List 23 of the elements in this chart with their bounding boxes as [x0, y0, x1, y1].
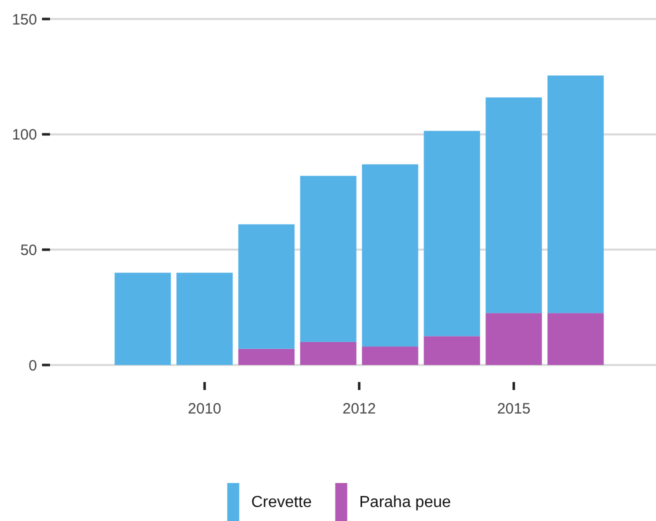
bar — [424, 336, 480, 365]
x-tick-label: 2012 — [342, 400, 376, 418]
bar — [424, 130, 480, 336]
bar — [300, 342, 356, 365]
y-tick-label: 150 — [12, 11, 37, 28]
x-tick-label: 2015 — [497, 400, 530, 418]
legend-label: Crevette — [251, 494, 312, 511]
y-tick-label: 50 — [20, 242, 37, 259]
bar — [547, 313, 604, 365]
bar — [486, 97, 542, 314]
bar — [362, 346, 418, 365]
y-tick-label: 0 — [28, 357, 37, 374]
bar — [238, 224, 295, 349]
y-tick-label: 100 — [12, 126, 37, 144]
bar — [238, 348, 295, 365]
legend-label: Paraha peue — [359, 494, 451, 511]
bar — [114, 272, 171, 365]
bar — [300, 176, 356, 342]
bar — [486, 313, 542, 365]
x-tick-label: 2010 — [188, 400, 222, 418]
bar — [176, 272, 233, 365]
bar — [362, 164, 418, 347]
bar — [547, 76, 604, 314]
